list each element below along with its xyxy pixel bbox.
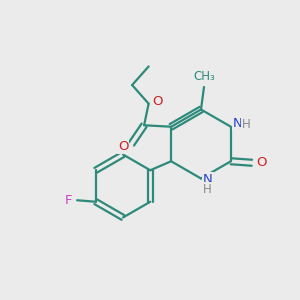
Text: H: H (242, 118, 251, 131)
Text: H: H (203, 183, 212, 196)
Text: O: O (152, 95, 163, 108)
Text: O: O (256, 156, 267, 169)
Text: CH₃: CH₃ (194, 70, 215, 83)
Text: O: O (118, 140, 128, 153)
Text: F: F (64, 194, 72, 207)
Text: N: N (203, 172, 212, 186)
Text: N: N (232, 117, 242, 130)
